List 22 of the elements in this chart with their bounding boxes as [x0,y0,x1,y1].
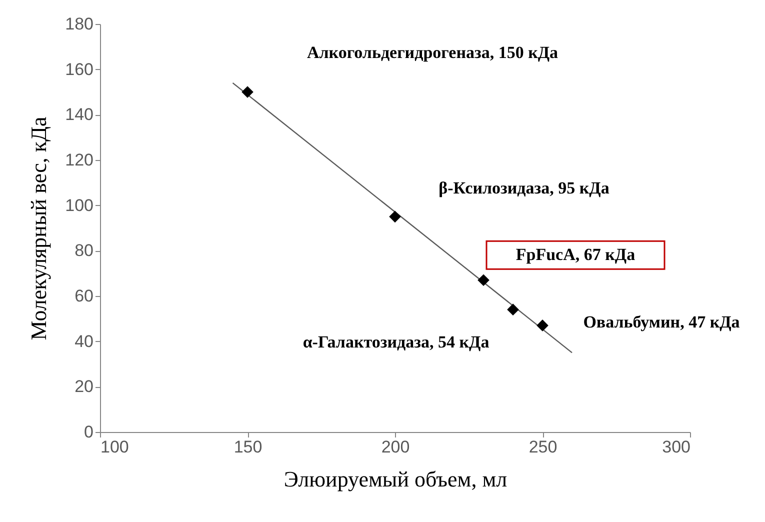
y-tick-label: 80 [74,241,94,260]
x-tick-label: 150 [234,438,262,456]
annotation: FpFucA, 67 кДа [516,245,636,264]
y-tick-label: 180 [65,14,94,34]
annotation: β-Ксилозидаза, 95 кДа [438,178,610,198]
x-tick-label: 200 [381,438,410,456]
annotation: Овальбумин, 47 кДа [583,312,740,332]
x-tick-label: 100 [100,438,129,456]
x-tick-label: 300 [662,438,690,456]
x-tick-label: 250 [528,438,558,456]
y-tick-label: 140 [65,105,94,124]
y-axis-title: Молекулярный вес, кДа [26,116,52,340]
annotation: α-Галактозидаза, 54 кДа [302,332,490,352]
y-tick-label: 120 [65,150,94,170]
y-tick-label: 60 [74,286,94,306]
annotation: Алкогольдегидрогеназа, 150 кДа [306,43,559,62]
x-axis-title: Элюируемый объем, мл [284,466,508,492]
y-tick-label: 100 [65,196,94,215]
y-tick-label: 0 [84,422,94,442]
y-tick-label: 40 [74,332,94,351]
y-tick-label: 20 [74,377,94,396]
y-tick-label: 160 [65,60,94,79]
